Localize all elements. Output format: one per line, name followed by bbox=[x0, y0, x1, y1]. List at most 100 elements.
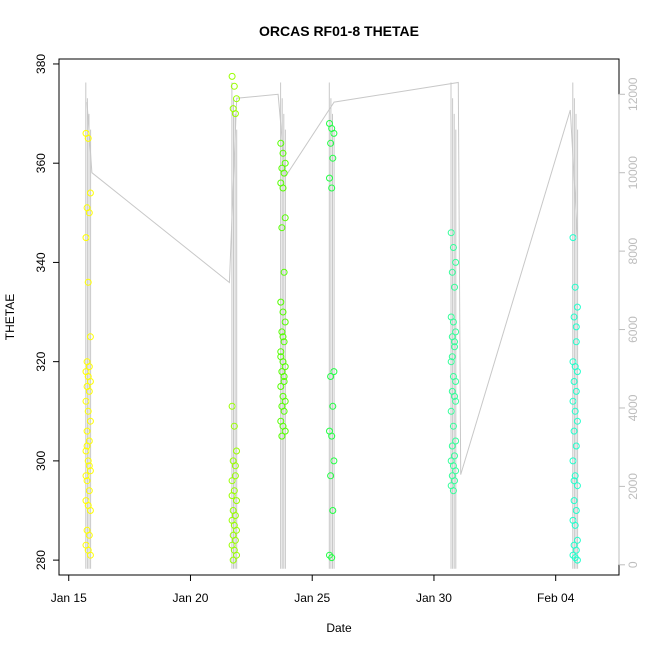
y-tick-label: 300 bbox=[34, 451, 48, 471]
thetae-point-flight-4 bbox=[328, 184, 336, 192]
thetae-point-flight-5 bbox=[452, 397, 460, 405]
thetae-point-flight-6 bbox=[570, 427, 578, 435]
thetae-point-flight-4 bbox=[326, 174, 333, 182]
thetae-point-flight-6 bbox=[571, 472, 579, 480]
thetae-point-flight-5 bbox=[448, 442, 456, 450]
thetae-point-flight-6 bbox=[570, 313, 578, 321]
thetae-point-flight-1 bbox=[84, 407, 92, 415]
thetae-point-flight-6 bbox=[569, 397, 577, 405]
thetae-point-flight-6 bbox=[571, 407, 579, 415]
thetae-point-flight-2 bbox=[233, 551, 240, 559]
x-tick-label: Jan 15 bbox=[51, 591, 87, 605]
x-tick-label: Jan 20 bbox=[172, 591, 208, 605]
thetae-point-flight-5 bbox=[451, 343, 458, 351]
thetae-point-flight-5 bbox=[449, 487, 457, 495]
thetae-point-flight-5 bbox=[447, 229, 455, 237]
thetae-point-flight-4 bbox=[330, 368, 338, 376]
thetae-point-flight-1 bbox=[85, 531, 93, 539]
thetae-point-flight-6 bbox=[572, 442, 580, 450]
thetae-point-flight-3 bbox=[280, 373, 288, 380]
thetae-point-flight-1 bbox=[85, 363, 93, 371]
y2-tick-label: 4000 bbox=[626, 394, 640, 421]
thetae-point-flight-1 bbox=[83, 427, 91, 435]
thetae-point-flight-6 bbox=[573, 482, 581, 490]
thetae-point-flight-1 bbox=[82, 472, 90, 480]
thetae-point-flight-3 bbox=[277, 139, 285, 147]
y2-tick-label: 6000 bbox=[626, 316, 640, 343]
thetae-point-flight-5 bbox=[452, 378, 460, 385]
x-tick-label: Jan 30 bbox=[416, 591, 452, 605]
thetae-point-flight-3 bbox=[281, 363, 289, 371]
thetae-point-flight-2 bbox=[233, 95, 240, 103]
thetae-point-flight-4 bbox=[328, 432, 336, 440]
thetae-point-flight-1 bbox=[86, 551, 94, 559]
thetae-point-flight-1 bbox=[83, 442, 91, 450]
thetae-point-flight-3 bbox=[280, 407, 288, 415]
thetae-point-flight-4 bbox=[330, 457, 338, 465]
thetae-point-flight-5 bbox=[447, 407, 455, 415]
thetae-point-flight-6 bbox=[569, 234, 577, 242]
thetae-point-flight-4 bbox=[329, 507, 337, 514]
thetae-point-flight-5 bbox=[448, 268, 456, 276]
y2-tick-label: 12000 bbox=[626, 77, 640, 111]
thetae-point-flight-1 bbox=[84, 278, 92, 286]
thetae-point-flight-5 bbox=[451, 338, 458, 346]
thetae-point-flight-2 bbox=[231, 512, 239, 519]
y2-tick-label: 2000 bbox=[626, 473, 640, 500]
thetae-point-flight-3 bbox=[279, 149, 287, 157]
thetae-point-flight-1 bbox=[84, 457, 92, 465]
thetae-point-flight-5 bbox=[449, 318, 457, 326]
thetae-point-flight-6 bbox=[573, 368, 581, 376]
thetae-point-flight-3 bbox=[280, 338, 288, 346]
thetae-point-flight-1 bbox=[85, 462, 93, 470]
thetae-point-flight-1 bbox=[86, 333, 94, 341]
thetae-point-flight-6 bbox=[572, 323, 580, 331]
y2-tick-label: 8000 bbox=[626, 237, 640, 264]
thetae-point-flight-4 bbox=[327, 139, 335, 147]
plot-frame bbox=[58, 58, 620, 576]
thetae-point-flight-1 bbox=[84, 134, 92, 142]
thetae-point-flight-3 bbox=[281, 427, 289, 435]
y-tick-label: 280 bbox=[34, 550, 48, 570]
thetae-point-flight-5 bbox=[451, 392, 458, 400]
thetae-point-flight-6 bbox=[571, 283, 579, 291]
thetae-point-flight-2 bbox=[231, 536, 239, 544]
thetae-point-flight-4 bbox=[328, 554, 336, 562]
thetae-point-flight-5 bbox=[451, 477, 458, 485]
thetae-point-flight-1 bbox=[85, 209, 93, 217]
thetae-point-flight-6 bbox=[570, 497, 578, 505]
thetae-point-flight-6 bbox=[569, 551, 577, 559]
y-tick-label: 380 bbox=[34, 54, 48, 74]
thetae-point-flight-3 bbox=[279, 333, 287, 341]
thetae-point-flight-6 bbox=[571, 521, 579, 529]
thetae-point-flight-4 bbox=[327, 373, 335, 380]
thetae-point-flight-2 bbox=[231, 110, 239, 118]
thetae-point-flight-2 bbox=[228, 402, 236, 410]
thetae-point-flight-3 bbox=[280, 378, 288, 385]
thetae-point-flight-5 bbox=[452, 328, 460, 336]
chart-title: ORCAS RF01-8 THETAE bbox=[259, 23, 419, 39]
thetae-point-flight-3 bbox=[281, 397, 289, 405]
thetae-point-flight-1 bbox=[85, 387, 93, 395]
thetae-point-flight-3 bbox=[277, 348, 285, 356]
thetae-point-flight-3 bbox=[279, 184, 287, 192]
thetae-point-flight-5 bbox=[449, 422, 457, 430]
thetae-point-flight-4 bbox=[329, 402, 337, 410]
thetae-point-flight-6 bbox=[570, 378, 578, 385]
plot-area bbox=[82, 72, 581, 569]
y2-tick-label: 0 bbox=[626, 561, 640, 568]
thetae-point-flight-6 bbox=[573, 536, 581, 544]
thetae-point-flight-1 bbox=[85, 487, 93, 495]
thetae-point-flight-5 bbox=[447, 358, 455, 366]
x-axis-label: Date bbox=[326, 621, 352, 635]
thetae-point-flight-2 bbox=[233, 447, 240, 455]
thetae-point-flight-1 bbox=[82, 447, 90, 455]
thetae-point-flight-3 bbox=[277, 298, 285, 306]
thetae-point-flight-2 bbox=[231, 472, 239, 480]
y-axis-label: THETAE bbox=[3, 294, 17, 340]
thetae-point-flight-3 bbox=[277, 353, 285, 361]
thetae-point-flight-2 bbox=[229, 556, 237, 564]
thetae-point-flight-1 bbox=[83, 477, 91, 485]
axes: 280 300 320 340 360 380 0 2000 4000 6000 8000 10000… bbox=[34, 54, 640, 605]
